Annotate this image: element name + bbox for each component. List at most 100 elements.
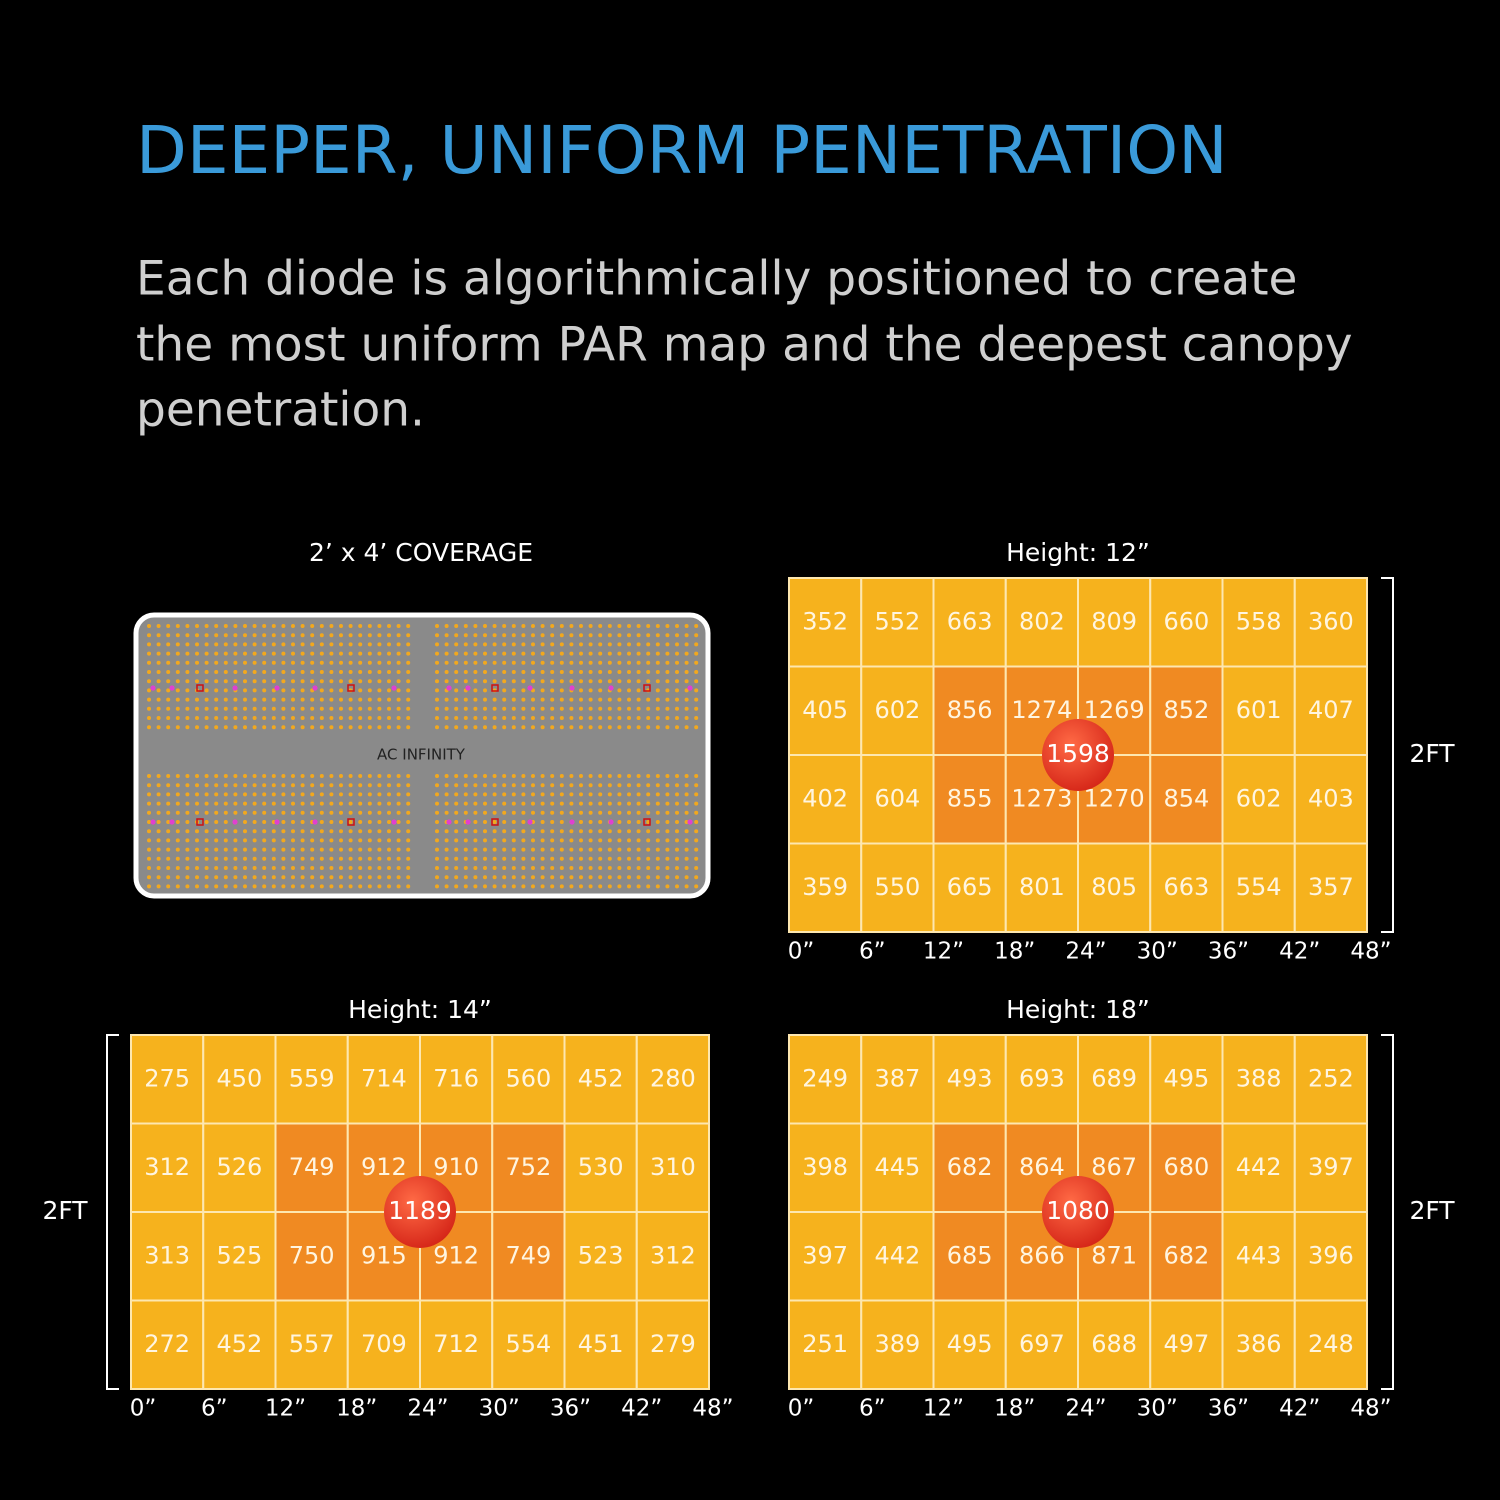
diode xyxy=(223,875,228,880)
diode xyxy=(367,688,372,693)
diode xyxy=(319,792,324,797)
diode xyxy=(655,856,660,861)
diode xyxy=(223,774,228,778)
cell-value: 559 xyxy=(289,1064,335,1092)
diode xyxy=(502,801,507,806)
diode xyxy=(387,660,391,665)
diode xyxy=(377,774,382,778)
diode xyxy=(281,660,286,665)
diode xyxy=(281,642,286,647)
diode xyxy=(367,884,372,889)
diode xyxy=(511,688,516,693)
diode xyxy=(540,651,545,656)
diode xyxy=(281,688,286,693)
cell-value: 442 xyxy=(874,1241,920,1269)
diode xyxy=(588,774,593,778)
diode xyxy=(511,633,516,638)
diode xyxy=(348,697,353,702)
diode xyxy=(329,810,334,815)
diode xyxy=(233,642,238,647)
diode xyxy=(175,697,180,702)
diode xyxy=(367,792,372,797)
diode xyxy=(617,660,622,665)
diode xyxy=(646,829,651,834)
diode xyxy=(473,783,478,788)
diode xyxy=(406,856,411,861)
diode xyxy=(147,642,151,647)
diode xyxy=(358,679,363,684)
diode xyxy=(195,716,199,720)
diode xyxy=(166,792,171,797)
diode xyxy=(252,856,257,861)
diode xyxy=(684,838,689,843)
diode xyxy=(166,829,171,834)
diode xyxy=(550,633,555,638)
diode xyxy=(291,810,295,815)
diode xyxy=(214,725,219,730)
diode xyxy=(367,829,372,834)
diode xyxy=(694,624,699,628)
diode xyxy=(483,856,487,861)
diode xyxy=(156,820,161,824)
diode xyxy=(598,774,603,778)
diode xyxy=(319,651,324,656)
diode xyxy=(233,847,238,852)
diode xyxy=(627,725,631,730)
diode xyxy=(195,651,199,656)
diode xyxy=(348,820,353,824)
diode xyxy=(646,642,651,647)
diode xyxy=(262,847,267,852)
diode xyxy=(310,697,315,702)
diode xyxy=(435,838,439,843)
diode xyxy=(147,697,151,702)
diode xyxy=(617,856,622,861)
diode xyxy=(156,884,161,889)
diode xyxy=(223,884,228,889)
cell-value: 1269 xyxy=(1084,696,1145,724)
cell-value: 558 xyxy=(1236,607,1282,635)
diode xyxy=(300,810,305,815)
diode xyxy=(214,670,219,674)
diode xyxy=(358,801,363,806)
diode xyxy=(281,810,286,815)
diode xyxy=(291,716,295,720)
diode xyxy=(281,706,286,711)
diode xyxy=(463,697,468,702)
diode xyxy=(291,670,295,674)
diode xyxy=(502,670,507,674)
diode xyxy=(147,829,151,834)
cell-value: 749 xyxy=(289,1153,335,1181)
diode xyxy=(598,875,603,880)
diode xyxy=(233,624,238,628)
diode xyxy=(358,783,363,788)
diode xyxy=(348,642,353,647)
diode xyxy=(233,838,238,843)
diode xyxy=(367,856,372,861)
diode xyxy=(291,679,295,684)
cell-value: 557 xyxy=(289,1330,335,1358)
diode xyxy=(550,783,555,788)
diode xyxy=(694,838,699,843)
diode xyxy=(492,884,497,889)
diode xyxy=(271,670,276,674)
cell-value: 680 xyxy=(1163,1153,1209,1181)
diode-red xyxy=(491,818,499,826)
diode xyxy=(185,810,190,815)
diode xyxy=(271,866,276,870)
diode xyxy=(521,688,526,693)
diode xyxy=(147,884,151,889)
diode xyxy=(521,697,526,702)
diode xyxy=(204,829,209,834)
diode xyxy=(675,866,679,870)
diode xyxy=(627,838,631,843)
diode xyxy=(607,679,612,684)
diode xyxy=(531,856,535,861)
diode xyxy=(540,820,545,824)
diode xyxy=(223,792,228,797)
diode xyxy=(492,774,497,778)
diode xyxy=(665,792,670,797)
diode xyxy=(300,633,305,638)
diode-uv xyxy=(569,685,575,691)
diode xyxy=(214,624,219,628)
diode xyxy=(166,706,171,711)
